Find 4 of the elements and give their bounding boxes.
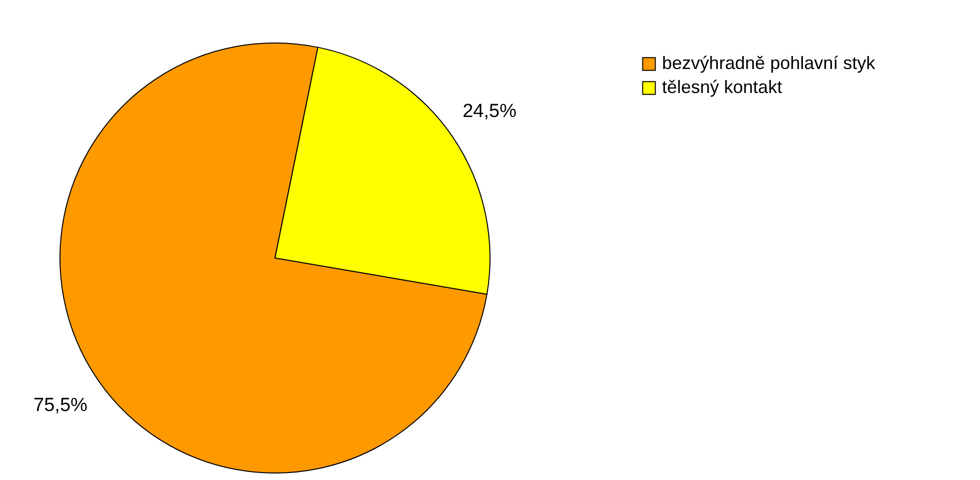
legend-label: tělesný kontakt	[662, 77, 782, 97]
legend-label: bezvýhradně pohlavní styk	[662, 53, 876, 73]
data-label: 75,5%	[34, 394, 88, 416]
data-label: 24,5%	[462, 101, 517, 122]
